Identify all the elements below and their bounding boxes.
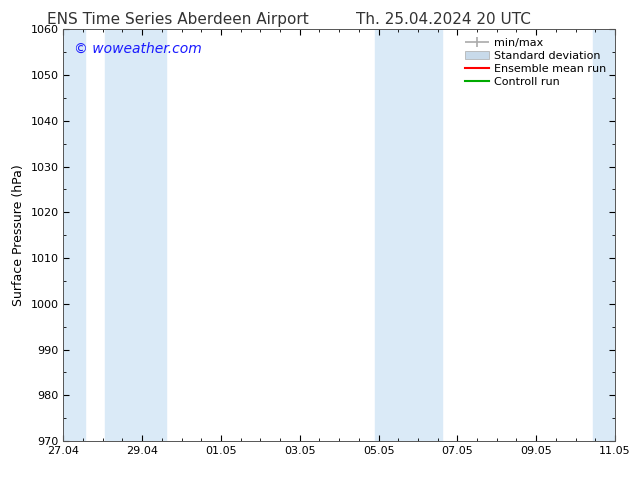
Bar [593,29,615,441]
Text: Th. 25.04.2024 20 UTC: Th. 25.04.2024 20 UTC [356,12,531,27]
Bar [375,29,442,441]
Y-axis label: Surface Pressure (hPa): Surface Pressure (hPa) [12,164,25,306]
Bar [63,29,85,441]
Legend: min/max, Standard deviation, Ensemble mean run, Controll run: min/max, Standard deviation, Ensemble me… [462,35,609,90]
Text: © woweather.com: © woweather.com [74,42,202,56]
Text: ENS Time Series Aberdeen Airport: ENS Time Series Aberdeen Airport [47,12,308,27]
Bar [105,29,166,441]
